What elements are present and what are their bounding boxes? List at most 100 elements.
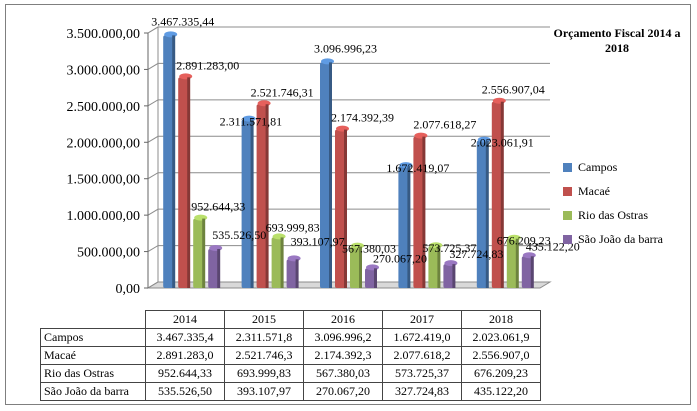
data-label: 567.380,03 [342, 242, 396, 256]
table-cell: 2.023.061,9 [461, 328, 541, 347]
bar-maca--2014 [178, 73, 193, 288]
bar-side [530, 256, 534, 288]
bars [163, 31, 536, 289]
legend-label: Macaé [578, 183, 610, 198]
table-cell: 2.311.571,8 [224, 328, 304, 347]
y-axis-ticks: 0,00 500.000,00 1.000.000,00 1.500.000,00 2.… [67, 27, 149, 297]
table-cell: 535.526,50 [145, 382, 225, 401]
bar-front [335, 129, 346, 288]
bar-front [320, 62, 331, 289]
bar-top [336, 125, 349, 132]
table-row-header: Rio das Ostras [40, 364, 146, 383]
table-cell: 393.107,97 [224, 382, 304, 401]
bar-front [208, 248, 220, 288]
table-column-header: 2016 [303, 310, 383, 329]
bar-side [172, 35, 176, 288]
bar-rio-das-ostras-2018 [506, 234, 521, 288]
chart-frame [5, 4, 691, 405]
bar-s-o-jo-o-da-barra-2014 [208, 244, 223, 288]
bar-top [194, 214, 208, 221]
bar-campos-2014 [163, 31, 178, 288]
table-cell: 676.209,23 [461, 364, 541, 383]
data-label: 693.999,83 [266, 220, 320, 234]
bar-front [163, 35, 175, 288]
bar-side [407, 166, 411, 288]
bar-maca--2016 [335, 125, 349, 288]
legend-item: Rio das Ostras [563, 203, 663, 227]
data-label: 676.209,23 [497, 234, 551, 248]
bar-campos-2015 [241, 115, 256, 288]
bar-side [250, 119, 254, 288]
bar-s-o-jo-o-da-barra-2018 [521, 252, 536, 288]
legend-item: Macaé [563, 179, 663, 203]
bar-rio-das-ostras-2015 [271, 233, 286, 288]
data-label: 327.724,83 [449, 247, 503, 261]
bar-maca--2018 [491, 97, 506, 288]
bar-side [295, 259, 299, 288]
legend: Campos Macaé Rio das Ostras São João da bar… [563, 155, 663, 251]
y-tick-label: 3.500.000,00 [67, 27, 141, 42]
table-column-header: 2014 [145, 310, 225, 329]
table-cell: 952.644,33 [145, 364, 225, 383]
legend-item: São João da barra [563, 227, 663, 251]
data-label: 2.174.392,39 [331, 111, 394, 125]
chart-title: Orçamento Fiscal 2014 a 2018 [553, 26, 681, 55]
bar-side [515, 238, 519, 288]
bar-top [414, 132, 428, 139]
legend-swatch [563, 186, 572, 196]
bar-side [280, 237, 284, 288]
data-table: 2014 2015 2016 2017 2018 Campos 3.467.335,4 2.3… [40, 310, 541, 401]
table-cell: 3.096.996,2 [303, 328, 383, 347]
data-label: 2.077.618,27 [413, 118, 476, 132]
table-cell: 2.556.907,0 [461, 346, 541, 365]
table-cell: 435.122,20 [461, 382, 541, 401]
table-column-header: 2018 [461, 310, 541, 329]
bar-front [521, 256, 533, 288]
bar-top [321, 58, 334, 65]
bar-top [179, 73, 193, 80]
bar-front [398, 166, 410, 288]
bar-maca--2017 [413, 132, 428, 288]
bar-top [492, 97, 506, 104]
bar-front [193, 218, 205, 288]
table-cell: 3.467.335,4 [145, 328, 225, 347]
bar-campos-2017 [398, 162, 413, 288]
table-column-header: 2017 [382, 310, 462, 329]
bar-maca--2015 [256, 100, 271, 288]
table-cell: 693.999,83 [224, 364, 304, 383]
table-cell: 2.174.392,3 [303, 346, 383, 365]
data-label: 393.107,97 [291, 234, 345, 248]
bar-front [476, 140, 488, 288]
table-row: Rio das Ostras 952.644,33 693.999,83 567.38… [40, 364, 541, 383]
bar-front [428, 246, 440, 288]
legend-label: São João da barra [578, 231, 663, 246]
legend-label: Rio das Ostras [578, 207, 648, 222]
legend-swatch [563, 210, 572, 220]
bar-front [271, 237, 283, 288]
bar-front [413, 136, 425, 288]
bar-campos-2018 [476, 136, 491, 288]
data-label: 2.891.283,00 [176, 58, 239, 72]
table-cell: 2.077.618,2 [382, 346, 462, 365]
table-column-header: 2015 [224, 310, 304, 329]
table-row-header: Macaé [40, 346, 146, 365]
bar-front [178, 77, 190, 288]
data-label: 2.521.746,31 [251, 85, 314, 99]
legend-swatch [563, 234, 572, 244]
table-cell: 1.672.419,0 [382, 328, 462, 347]
bar-rio-das-ostras-2017 [428, 242, 443, 288]
bar-side [500, 101, 504, 288]
y-tick-label: 2.500.000,00 [67, 100, 141, 115]
bar-top [164, 31, 178, 38]
legend-swatch [563, 162, 572, 172]
legend-label: Campos [578, 159, 618, 174]
bar-side [485, 140, 489, 288]
y-tick-label: 3.000.000,00 [67, 63, 141, 78]
data-label: 535.526,50 [212, 228, 266, 242]
data-label: 952.644,33 [191, 200, 245, 214]
data-label: 573.725,37 [422, 241, 476, 255]
data-labels: 3.467.335,44 2.311.571,81 3.096.996,23 1.67… [151, 14, 580, 265]
y-tick-label: 1.500.000,00 [67, 173, 141, 188]
table-row: Macaé 2.891.283,0 2.521.746,3 2.174.392,3 2.… [40, 346, 541, 365]
